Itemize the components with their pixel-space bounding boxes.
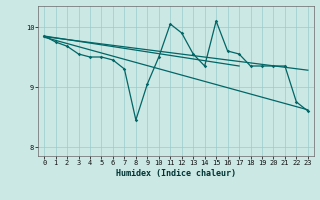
X-axis label: Humidex (Indice chaleur): Humidex (Indice chaleur)	[116, 169, 236, 178]
